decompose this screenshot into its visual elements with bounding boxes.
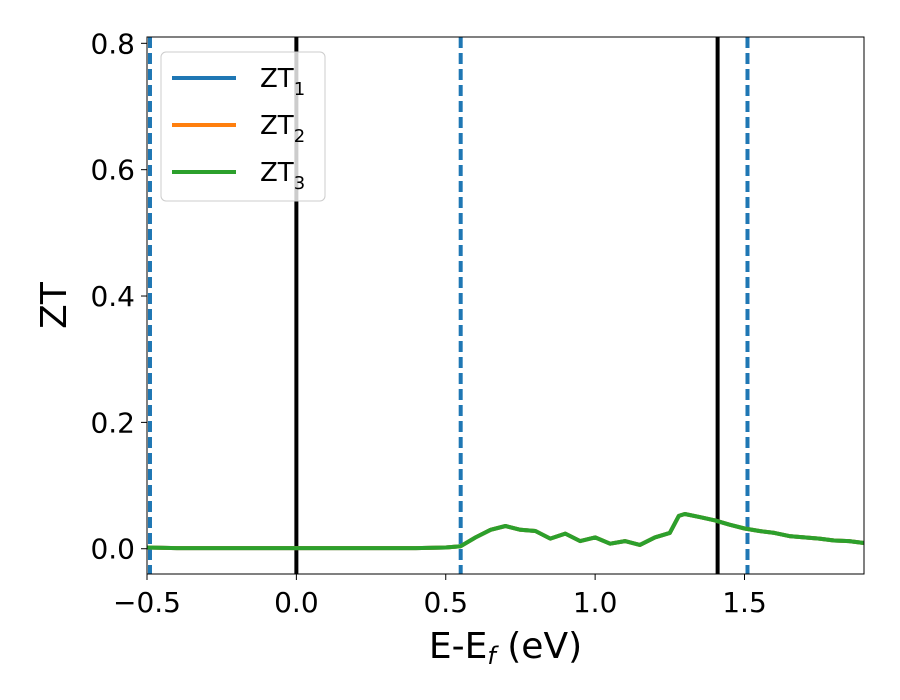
y-axis-ticks: 0.0 0.2 0.4 0.6 0.8 (90, 27, 147, 566)
series-line-zt3 (146, 512, 865, 551)
x-axis-label-main: E-E (429, 626, 487, 667)
y-tick-label: 0.8 (90, 27, 135, 60)
x-tick-label: 1.5 (722, 586, 767, 619)
x-tick-label: 1.0 (573, 586, 618, 619)
x-tick-label: 0.0 (274, 586, 319, 619)
x-axis-ticks: −0.5 0.0 0.5 1.0 1.5 (113, 574, 767, 619)
legend-label-zt1: ZT1 (260, 64, 305, 100)
legend: ZT1 ZT2 ZT3 (160, 51, 326, 202)
y-axis-label: ZT (34, 281, 75, 329)
y-tick-label: 0.6 (90, 154, 135, 187)
legend-label-zt2: ZT2 (260, 111, 305, 147)
x-tick-label: −0.5 (113, 586, 181, 619)
axes-frame (146, 36, 865, 575)
legend-box (160, 51, 326, 202)
legend-label-zt3: ZT3 (260, 158, 305, 194)
x-tick-label: 0.5 (423, 586, 468, 619)
x-axis-label-unit: (eV) (496, 626, 582, 667)
y-tick-label: 0.4 (90, 280, 135, 313)
series-lines (146, 512, 865, 551)
x-axis-label: E-Ef (eV) (429, 626, 582, 670)
y-tick-label: 0.2 (90, 406, 135, 439)
y-tick-label: 0.0 (90, 533, 135, 566)
